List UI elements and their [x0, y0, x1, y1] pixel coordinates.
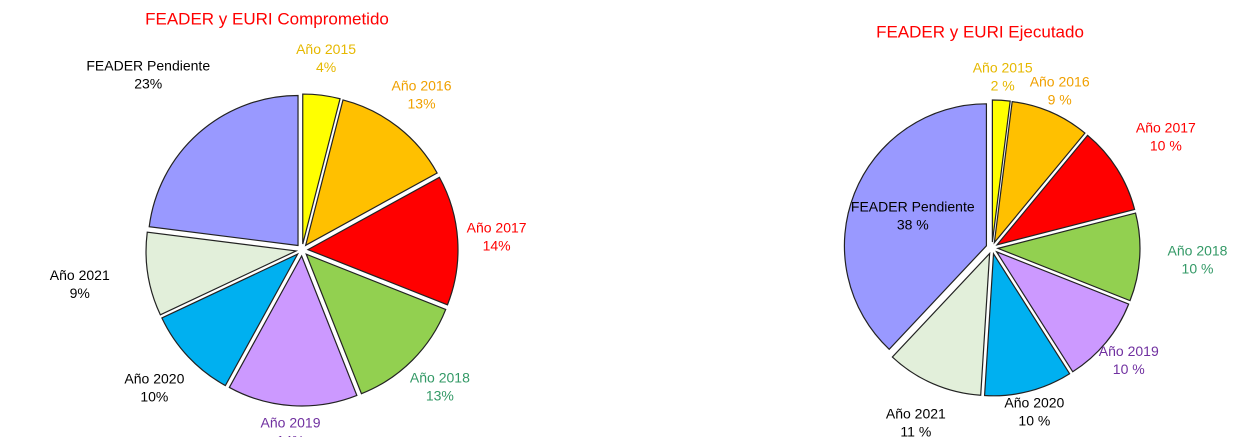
- slice-value-label: 11 %: [900, 424, 931, 437]
- pie-slice: [996, 212, 1141, 302]
- slice-value-label: 13%: [426, 388, 454, 404]
- pie-slice: [302, 93, 341, 245]
- slice-value-label: 14%: [276, 432, 304, 437]
- pie-slice: [983, 251, 1071, 397]
- slice-label: Año 2015: [296, 41, 356, 57]
- slice-label: Año 2017: [467, 219, 527, 235]
- pie-slice: [161, 252, 300, 387]
- slice-label: Año 2020: [124, 370, 184, 386]
- pie-slice: [843, 103, 988, 351]
- pie-slice: [228, 254, 358, 407]
- slice-label: Año 2017: [1136, 119, 1196, 135]
- slice-value-label: 9 %: [1048, 91, 1072, 107]
- slice-value-label: 10%: [140, 388, 168, 404]
- slice-value-label: 10 %: [1113, 361, 1145, 377]
- slice-value-label: 9%: [70, 285, 90, 301]
- pie-slice: [995, 250, 1130, 373]
- slice-label: Año 2015: [973, 60, 1033, 76]
- slice-label: Año 2018: [1168, 243, 1228, 259]
- pie-slice: [306, 176, 459, 306]
- slice-value-label: 10 %: [1150, 137, 1182, 153]
- slice-label: Año 2016: [392, 78, 452, 94]
- pie-slice: [891, 251, 991, 396]
- slice-label: Año 2019: [1099, 343, 1159, 359]
- slice-value-label: 23%: [134, 75, 162, 91]
- pie-slice: [993, 100, 1086, 245]
- slice-label: Año 2021: [886, 406, 946, 422]
- pie-slice: [145, 231, 299, 316]
- slice-label: Año 2019: [261, 414, 321, 430]
- pie-slice: [148, 94, 299, 247]
- slice-value-label: 2 %: [991, 78, 1015, 94]
- slice-label: FEADER Pendiente: [86, 57, 210, 73]
- slice-value-label: 4%: [316, 59, 336, 75]
- slice-value-label: 10 %: [1018, 413, 1050, 429]
- slice-label: Año 2020: [1004, 395, 1064, 411]
- pie-slice: [995, 134, 1136, 246]
- chart-title: FEADER y EURI Ejecutado: [876, 22, 1084, 41]
- slice-value-label: 13%: [408, 96, 436, 112]
- pie-slice: [304, 99, 438, 247]
- pie-slice: [305, 253, 447, 395]
- slice-label: Año 2021: [50, 267, 110, 283]
- slice-label: FEADER Pendiente: [851, 198, 975, 214]
- pie-slice: [991, 99, 1011, 243]
- slice-label: Año 2018: [410, 370, 470, 386]
- slice-value-label: 14%: [483, 237, 511, 253]
- slice-label: Año 2016: [1030, 73, 1090, 89]
- slice-value-label: 38 %: [897, 216, 929, 232]
- chart-title: FEADER y EURI Comprometido: [145, 9, 389, 28]
- slice-value-label: 10 %: [1182, 261, 1214, 277]
